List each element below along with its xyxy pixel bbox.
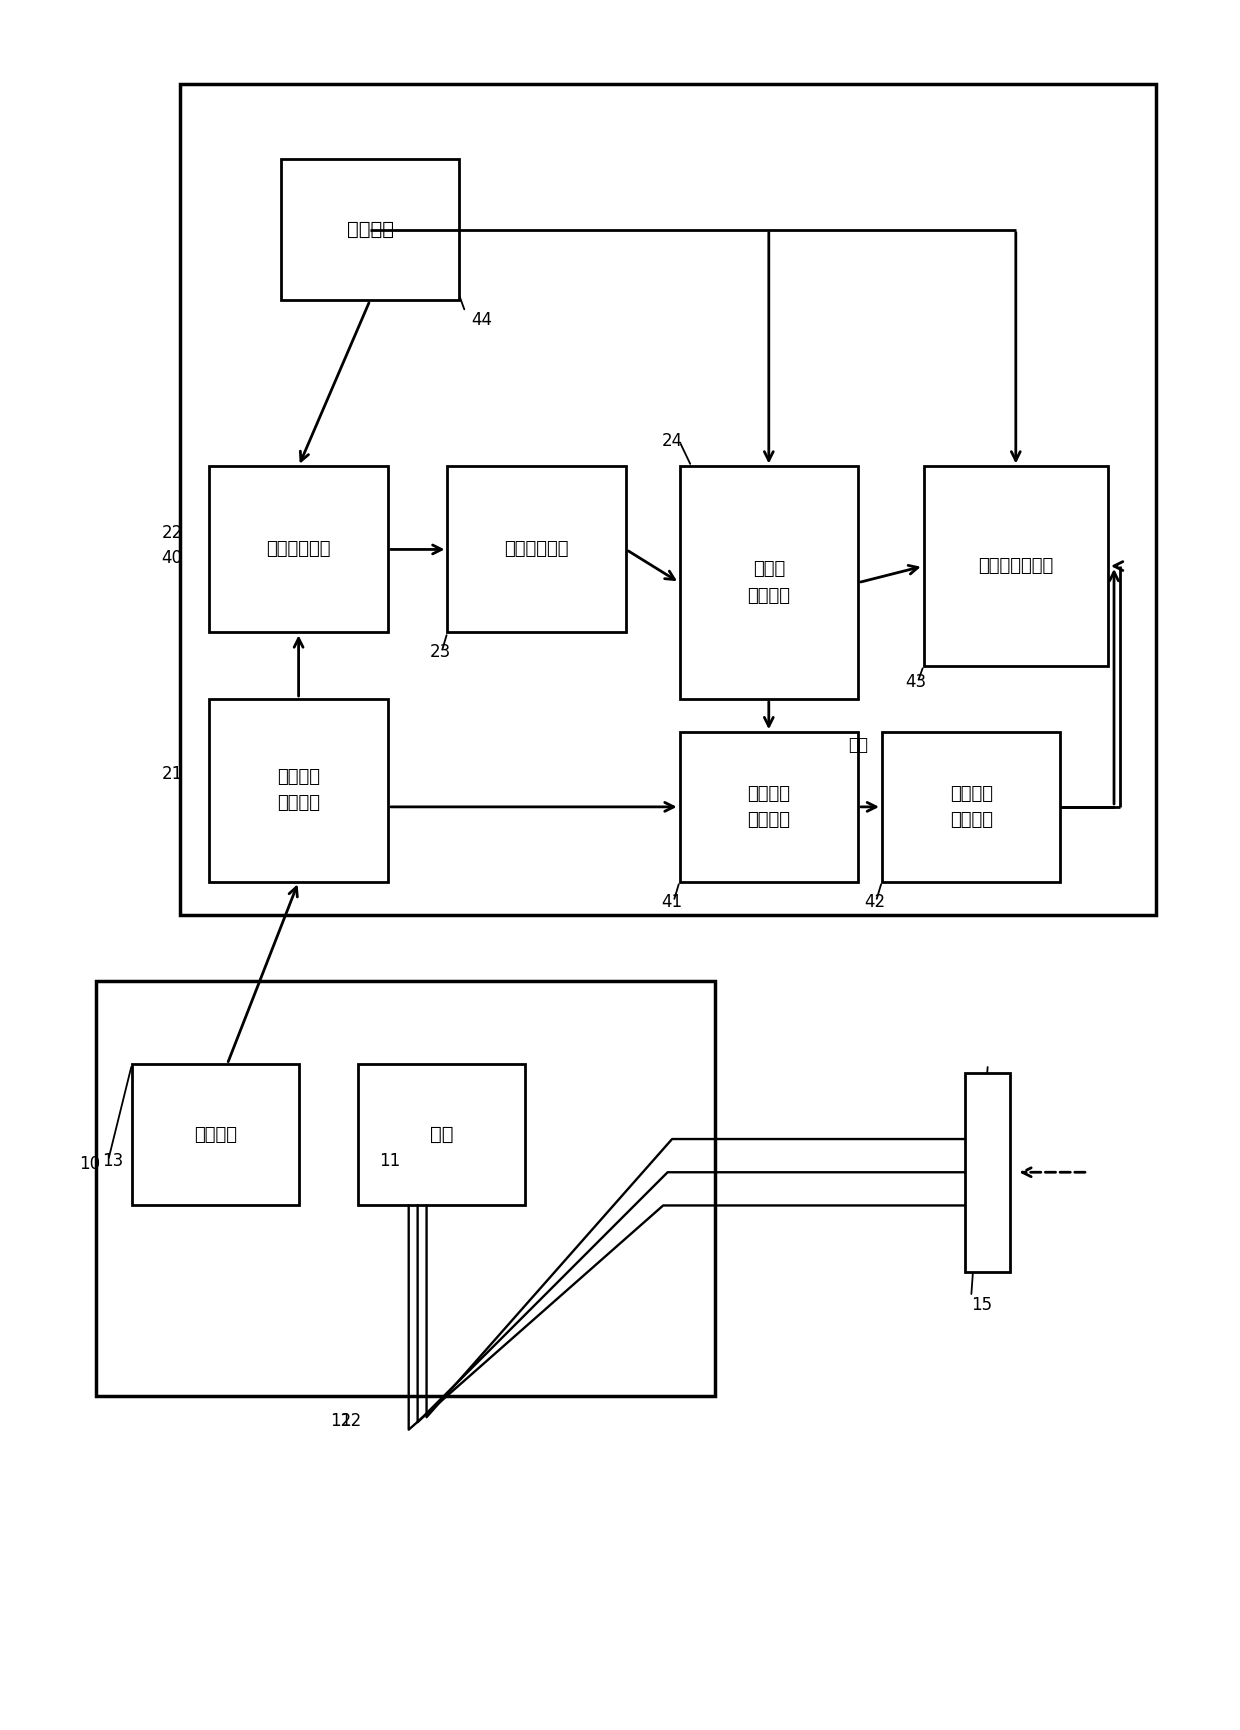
Text: 12: 12 xyxy=(330,1412,351,1431)
Bar xyxy=(210,699,388,882)
Bar xyxy=(965,1073,1011,1272)
Bar xyxy=(180,85,1156,915)
Text: 44: 44 xyxy=(471,311,492,329)
Text: 24: 24 xyxy=(662,432,683,450)
Text: 41: 41 xyxy=(662,893,683,910)
Text: 光源: 光源 xyxy=(430,1126,453,1144)
Bar xyxy=(210,467,388,633)
Text: 测量质量
计算单元: 测量质量 计算单元 xyxy=(748,785,790,829)
Bar xyxy=(448,467,626,633)
Text: 波长变换单元: 波长变换单元 xyxy=(267,540,331,559)
Bar xyxy=(131,1064,299,1206)
Text: 10: 10 xyxy=(79,1156,100,1173)
Bar xyxy=(680,732,858,882)
Bar xyxy=(280,159,459,301)
Bar xyxy=(97,981,715,1396)
Text: 15: 15 xyxy=(971,1296,992,1315)
Text: 13: 13 xyxy=(102,1152,124,1169)
Bar xyxy=(882,732,1060,882)
Bar xyxy=(358,1064,525,1206)
Text: 频率分析单元: 频率分析单元 xyxy=(505,540,569,559)
Bar xyxy=(680,467,858,699)
Text: 分光单元: 分光单元 xyxy=(193,1126,237,1144)
Text: 12: 12 xyxy=(340,1412,362,1431)
Text: 21: 21 xyxy=(161,765,184,782)
Text: 40: 40 xyxy=(161,548,182,567)
Text: 22: 22 xyxy=(161,524,184,541)
Text: 11: 11 xyxy=(379,1152,401,1169)
Text: 膜厚度
计算单元: 膜厚度 计算单元 xyxy=(748,561,790,605)
Text: 阈値: 阈値 xyxy=(848,737,868,754)
Text: 设置单元: 设置单元 xyxy=(346,220,393,239)
Text: 测量质量
确定单元: 测量质量 确定单元 xyxy=(950,785,993,829)
Text: 42: 42 xyxy=(864,893,885,910)
Bar xyxy=(924,467,1109,666)
Text: 43: 43 xyxy=(905,673,926,692)
Text: 23: 23 xyxy=(429,644,451,661)
Text: 膜厚度输出单元: 膜厚度输出单元 xyxy=(978,557,1054,574)
Text: 分光数据
接收单元: 分光数据 接收单元 xyxy=(277,768,320,813)
